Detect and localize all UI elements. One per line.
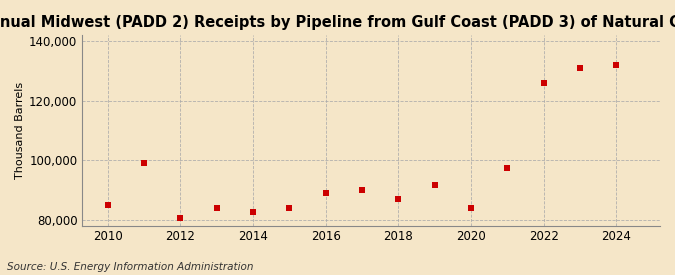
Point [175, 216, 186, 220]
Text: Source: U.S. Energy Information Administration: Source: U.S. Energy Information Administ… [7, 262, 253, 272]
Point [103, 203, 113, 207]
Point [248, 210, 259, 214]
Point [321, 191, 331, 195]
Point [502, 166, 513, 170]
Point [138, 161, 149, 165]
Point [539, 81, 549, 85]
Title: Annual Midwest (PADD 2) Receipts by Pipeline from Gulf Coast (PADD 3) of Natural: Annual Midwest (PADD 2) Receipts by Pipe… [0, 15, 675, 30]
Point [611, 63, 622, 67]
Point [393, 197, 404, 201]
Y-axis label: Thousand Barrels: Thousand Barrels [15, 82, 25, 179]
Point [356, 188, 367, 192]
Point [429, 183, 440, 188]
Point [284, 206, 295, 210]
Point [574, 66, 585, 70]
Point [211, 206, 222, 210]
Point [466, 206, 477, 210]
